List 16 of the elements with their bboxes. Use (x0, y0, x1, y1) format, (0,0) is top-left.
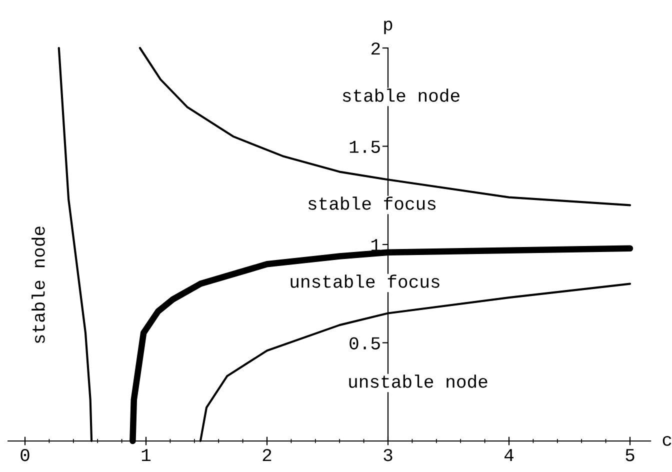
x-tick-label: 5 (626, 449, 634, 462)
x-tick-label: 2 (262, 448, 272, 462)
annotation: stable node (32, 226, 45, 344)
x-axis-title: c (662, 436, 672, 446)
annotation: unstable node (349, 374, 488, 388)
annotation: stable node (342, 88, 460, 102)
x-tick-label: 3 (384, 448, 392, 462)
x-tick-label: 0 (20, 448, 30, 462)
x-tick-label: 1 (142, 449, 151, 462)
y-tick-label: 0.5 (350, 337, 380, 350)
annotation: unstable focus (290, 274, 440, 288)
y-tick-label: 1.5 (350, 140, 380, 153)
y-tick-label: 2 (371, 42, 380, 55)
x-tick-label: 4 (504, 449, 514, 462)
y-axis-title: p (384, 20, 392, 34)
annotation: stable focus (308, 196, 436, 210)
